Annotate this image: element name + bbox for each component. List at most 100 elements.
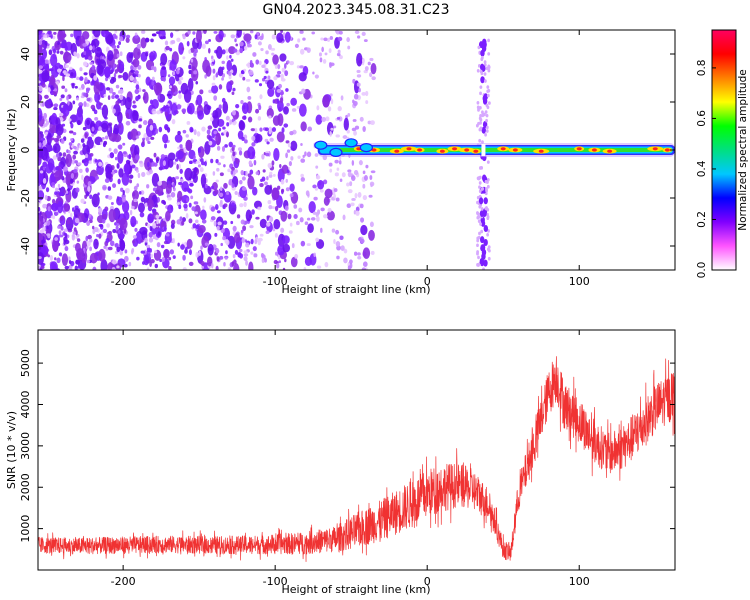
- spectrogram-speckle: [122, 142, 126, 146]
- spectrogram-speckle: [55, 187, 59, 192]
- spectrogram-speckle: [135, 135, 140, 139]
- spectrogram-speckle: [178, 42, 184, 55]
- spectrogram-speckle: [245, 78, 251, 82]
- spectrogram-speckle: [114, 30, 118, 34]
- spectrogram-speckle: [125, 112, 130, 119]
- spectrogram-speckle: [235, 43, 238, 47]
- spectrogram-speckle: [38, 206, 41, 212]
- spectrogram-band-speckle: [485, 125, 489, 130]
- spectrogram-speckle: [89, 61, 94, 65]
- spectrogram-speckle: [101, 136, 105, 140]
- spectrogram-speckle: [143, 91, 149, 104]
- spectrogram-speckle: [112, 92, 116, 96]
- spectrogram-speckle: [53, 167, 56, 172]
- spectrogram-speckle: [54, 137, 59, 143]
- spectrogram-speckle: [208, 140, 213, 146]
- spectrogram-speckle: [120, 187, 124, 192]
- spectrogram-speckle: [44, 40, 48, 46]
- spectrogram-speckle: [90, 122, 95, 128]
- spectrogram-speckle: [45, 187, 50, 193]
- spectrogram-speckle: [132, 110, 138, 116]
- spectrogram-speckle: [165, 233, 170, 237]
- spectrogram-speckle: [119, 94, 124, 101]
- spectrogram-speckle: [336, 116, 341, 120]
- spectrogram-speckle: [204, 74, 207, 79]
- spectrogram-band-speckle: [478, 231, 481, 236]
- spectrogram-speckle: [92, 45, 95, 51]
- spectrogram-speckle: [361, 91, 366, 96]
- spectrogram-speckle: [186, 197, 189, 203]
- spectrogram-band-speckle: [482, 209, 487, 217]
- spectrogram-speckle: [47, 206, 51, 212]
- spectrogram-speckle: [50, 215, 54, 219]
- spectrogram-speckle: [329, 36, 334, 40]
- spectrogram-speckle: [190, 47, 195, 53]
- spectrogram-speckle: [336, 52, 341, 57]
- spectrogram-speckle: [193, 155, 196, 160]
- spectrogram-speckle: [162, 35, 166, 40]
- spectrogram-speckle: [279, 164, 282, 168]
- spectrogram-speckle: [63, 203, 70, 212]
- spectrogram-speckle: [214, 189, 219, 195]
- spectrogram-speckle: [369, 72, 373, 78]
- spectrogram-speckle: [228, 141, 234, 148]
- spectrogram-speckle: [356, 82, 361, 87]
- spectrogram-speckle: [111, 95, 115, 99]
- spectrogram-speckle: [58, 112, 64, 117]
- spectrogram-speckle: [283, 123, 289, 128]
- spectrogram-speckle: [351, 160, 355, 166]
- spectrogram-speckle: [329, 62, 335, 67]
- y-tick-label: -20: [19, 189, 32, 207]
- spectrogram-speckle: [70, 72, 74, 77]
- spectrogram-speckle: [38, 69, 44, 75]
- spectrogram-speckle: [143, 120, 148, 126]
- spectrogram-speckle: [168, 266, 172, 270]
- spectrogram-speckle: [245, 209, 252, 222]
- colorbar: 0.0 0.2 0.4 0.6 0.8 Normalized spectral ampl…: [696, 29, 749, 278]
- spectrogram-speckle: [319, 57, 323, 63]
- spectrogram-speckle: [42, 203, 47, 209]
- spectrogram-speckle: [83, 50, 87, 56]
- spectrogram-speckle: [222, 101, 229, 114]
- spectrogram-speckle: [339, 235, 344, 241]
- spectrogram-band-speckle: [481, 110, 484, 115]
- spectrogram-speckle: [281, 127, 285, 134]
- spectrogram-speckle: [215, 265, 219, 270]
- spectrogram-speckle: [152, 110, 157, 115]
- spectrogram-speckle: [119, 51, 123, 57]
- spectrogram-speckle: [213, 95, 218, 101]
- spectrogram-speckle: [223, 164, 226, 168]
- spectrogram-speckle: [213, 130, 218, 135]
- spectrogram-speckle: [354, 30, 360, 35]
- spectrogram-band-speckle: [483, 72, 487, 76]
- spectrogram-speckle: [145, 136, 150, 142]
- spectrogram-speckle: [114, 156, 118, 161]
- spectrogram-speckle: [166, 93, 172, 97]
- spectrogram-speckle: [279, 97, 284, 104]
- spectrogram-speckle: [189, 160, 193, 164]
- spectrogram-speckle: [164, 40, 169, 46]
- spectrogram-speckle: [237, 147, 243, 151]
- spectrogram-speckle: [210, 185, 214, 190]
- spectrogram-speckle: [226, 55, 229, 60]
- bottom-x-axis-label: Height of straight line (km): [281, 583, 430, 596]
- spectrogram-speckle: [138, 118, 142, 122]
- spectrogram-speckle: [336, 255, 340, 260]
- spectrogram-band-speckle: [479, 117, 483, 122]
- spectrogram-speckle: [227, 168, 231, 173]
- spectrogram-speckle: [58, 164, 64, 168]
- spectrogram-speckle: [243, 256, 248, 262]
- spectrogram-speckle: [336, 167, 340, 171]
- spectrogram-speckle: [236, 30, 242, 38]
- spectrogram-speckle: [62, 51, 72, 63]
- spectrogram-speckle: [300, 173, 304, 178]
- spectrogram-speckle: [327, 207, 332, 213]
- spectrogram-speckle: [363, 175, 368, 181]
- signal-hotspot-core: [607, 149, 613, 153]
- spectrogram-speckle: [137, 73, 141, 78]
- spectrogram-speckle: [286, 102, 290, 107]
- spectrogram-speckle: [68, 142, 73, 146]
- spectrogram-speckle: [137, 64, 142, 70]
- spectrogram-speckle: [180, 244, 185, 250]
- spectrogram-speckle: [87, 185, 91, 192]
